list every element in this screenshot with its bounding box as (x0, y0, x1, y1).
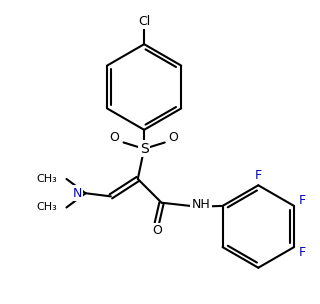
Text: O: O (152, 224, 162, 237)
Text: O: O (169, 131, 179, 144)
Text: CH₃: CH₃ (37, 202, 58, 212)
Text: NH: NH (192, 198, 211, 211)
Text: F: F (299, 246, 306, 259)
Text: O: O (110, 131, 120, 144)
Text: S: S (140, 142, 148, 156)
Text: F: F (299, 194, 306, 207)
Text: F: F (255, 169, 262, 182)
Text: N: N (72, 187, 82, 200)
Text: Cl: Cl (138, 15, 150, 28)
Text: CH₃: CH₃ (37, 174, 58, 184)
